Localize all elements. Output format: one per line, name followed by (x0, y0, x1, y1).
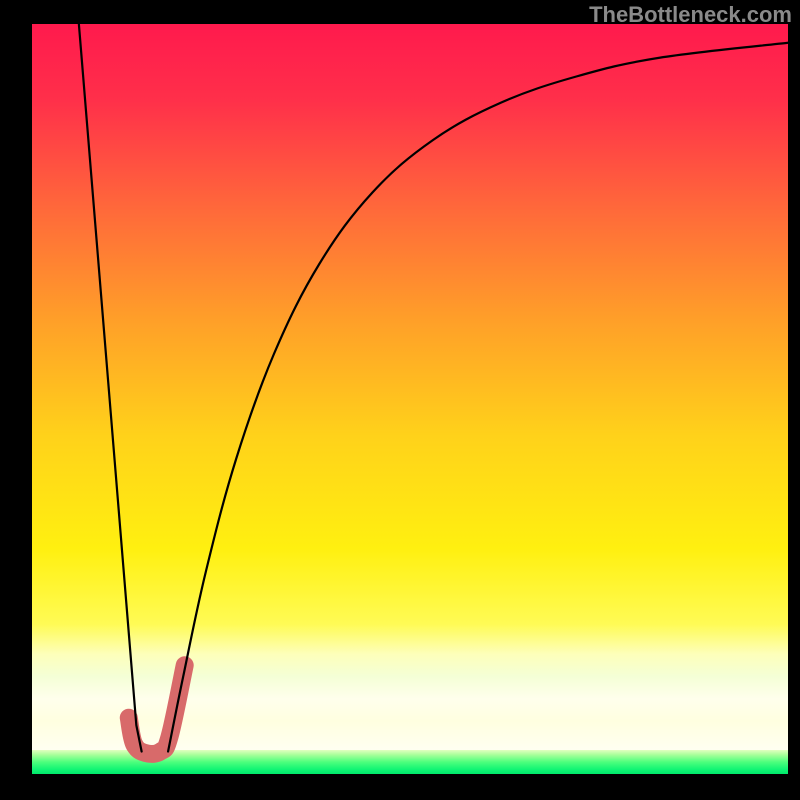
plot-area (32, 24, 788, 774)
watermark-text: TheBottleneck.com (589, 2, 792, 28)
curve-left (79, 24, 142, 752)
curve-right (168, 43, 788, 752)
curves-svg (32, 24, 788, 774)
